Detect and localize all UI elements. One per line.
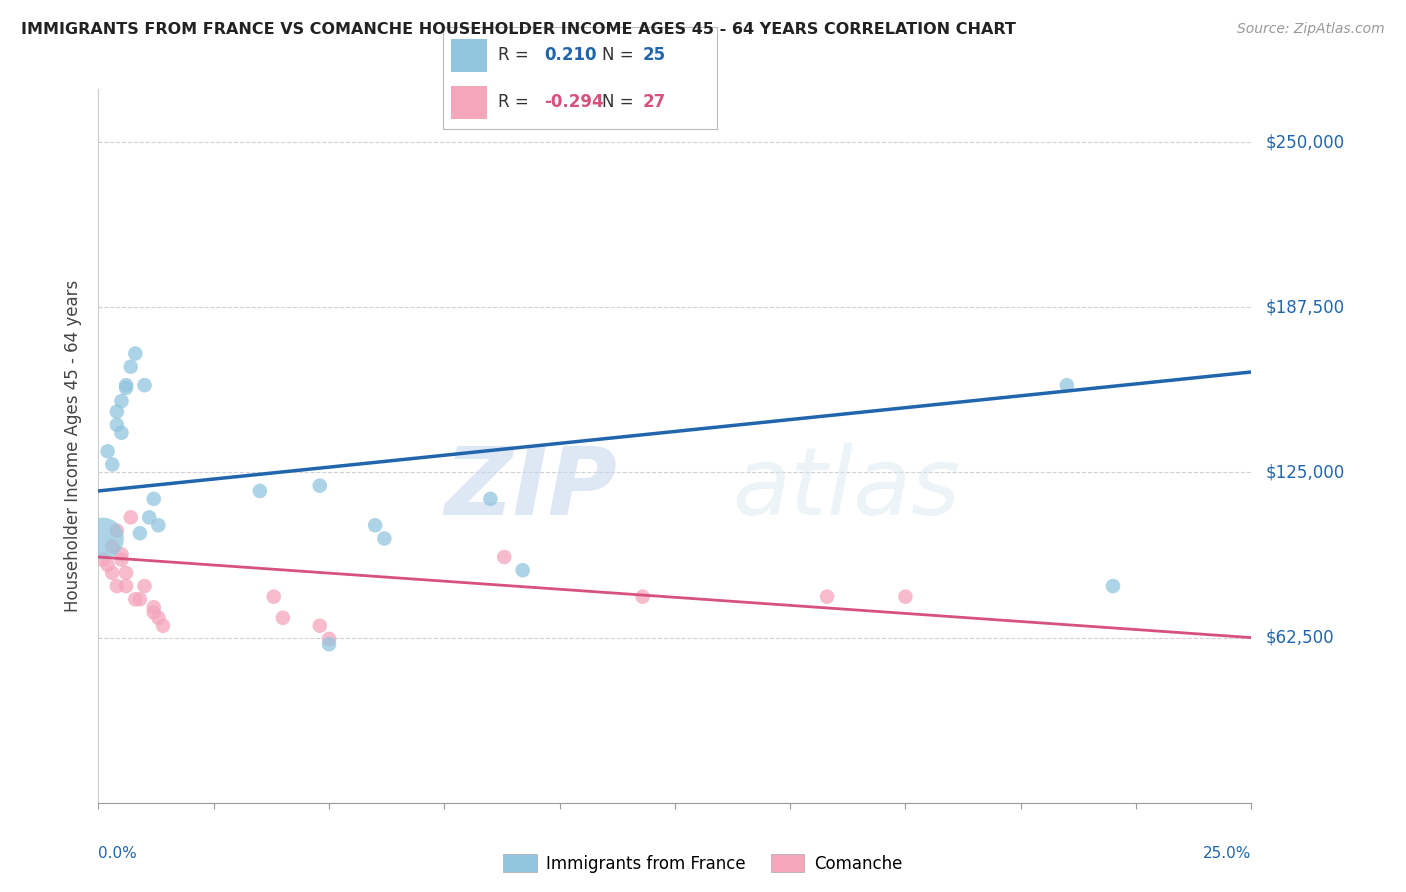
Point [124, 346, 146, 360]
Point [271, 611, 294, 625]
Point [318, 632, 340, 646]
Text: 25: 25 [643, 46, 666, 64]
Point [142, 491, 165, 506]
Point [142, 600, 165, 615]
Text: 0.0%: 0.0% [98, 846, 138, 861]
Bar [451, 39, 486, 72]
Bar [451, 87, 486, 119]
Point [120, 510, 142, 524]
Text: ZIP: ZIP [444, 442, 617, 535]
Point [894, 590, 917, 604]
Point [308, 618, 330, 632]
Point [105, 404, 128, 418]
Text: $62,500: $62,500 [1265, 629, 1334, 647]
Point [249, 483, 271, 498]
Text: $125,000: $125,000 [1265, 464, 1344, 482]
Point [129, 526, 152, 541]
Point [120, 359, 142, 374]
Text: Source: ZipAtlas.com: Source: ZipAtlas.com [1237, 22, 1385, 37]
Point [512, 563, 534, 577]
Point [148, 611, 170, 625]
Point [815, 590, 838, 604]
Point [115, 381, 138, 395]
Point [631, 590, 654, 604]
Point [308, 478, 330, 492]
Point [97, 444, 120, 458]
Point [152, 618, 174, 632]
Point [91, 552, 114, 566]
Point [494, 549, 516, 564]
Point [134, 378, 156, 392]
Point [97, 558, 120, 572]
Point [129, 592, 152, 607]
Text: R =: R = [498, 46, 534, 64]
Point [479, 491, 502, 506]
Legend: Immigrants from France, Comanche: Immigrants from France, Comanche [496, 847, 910, 880]
Text: 27: 27 [643, 93, 666, 111]
Text: 25.0%: 25.0% [1204, 846, 1251, 861]
Point [364, 518, 387, 533]
Point [115, 579, 138, 593]
Point [105, 417, 128, 432]
Point [134, 579, 156, 593]
Point [138, 510, 160, 524]
Point [101, 458, 124, 472]
Point [263, 590, 285, 604]
Point [1102, 579, 1125, 593]
Text: -0.294: -0.294 [544, 93, 605, 111]
Point [91, 532, 114, 546]
Point [101, 566, 124, 580]
Point [110, 547, 132, 561]
Point [148, 518, 170, 533]
Point [124, 592, 146, 607]
Text: $250,000: $250,000 [1265, 133, 1344, 151]
Point [105, 524, 128, 538]
Text: N =: N = [602, 46, 638, 64]
Text: 0.210: 0.210 [544, 46, 596, 64]
Point [110, 394, 132, 409]
Point [101, 540, 124, 554]
Point [105, 579, 128, 593]
Point [1056, 378, 1078, 392]
Text: R =: R = [498, 93, 534, 111]
Point [142, 606, 165, 620]
Point [115, 378, 138, 392]
Point [110, 425, 132, 440]
Text: IMMIGRANTS FROM FRANCE VS COMANCHE HOUSEHOLDER INCOME AGES 45 - 64 YEARS CORRELA: IMMIGRANTS FROM FRANCE VS COMANCHE HOUSE… [21, 22, 1017, 37]
Text: $187,500: $187,500 [1265, 298, 1344, 317]
Point [318, 637, 340, 651]
Point [110, 552, 132, 566]
Point [373, 532, 395, 546]
Point [115, 566, 138, 580]
Text: atlas: atlas [733, 443, 960, 534]
Y-axis label: Householder Income Ages 45 - 64 years: Householder Income Ages 45 - 64 years [65, 280, 83, 612]
Text: N =: N = [602, 93, 638, 111]
